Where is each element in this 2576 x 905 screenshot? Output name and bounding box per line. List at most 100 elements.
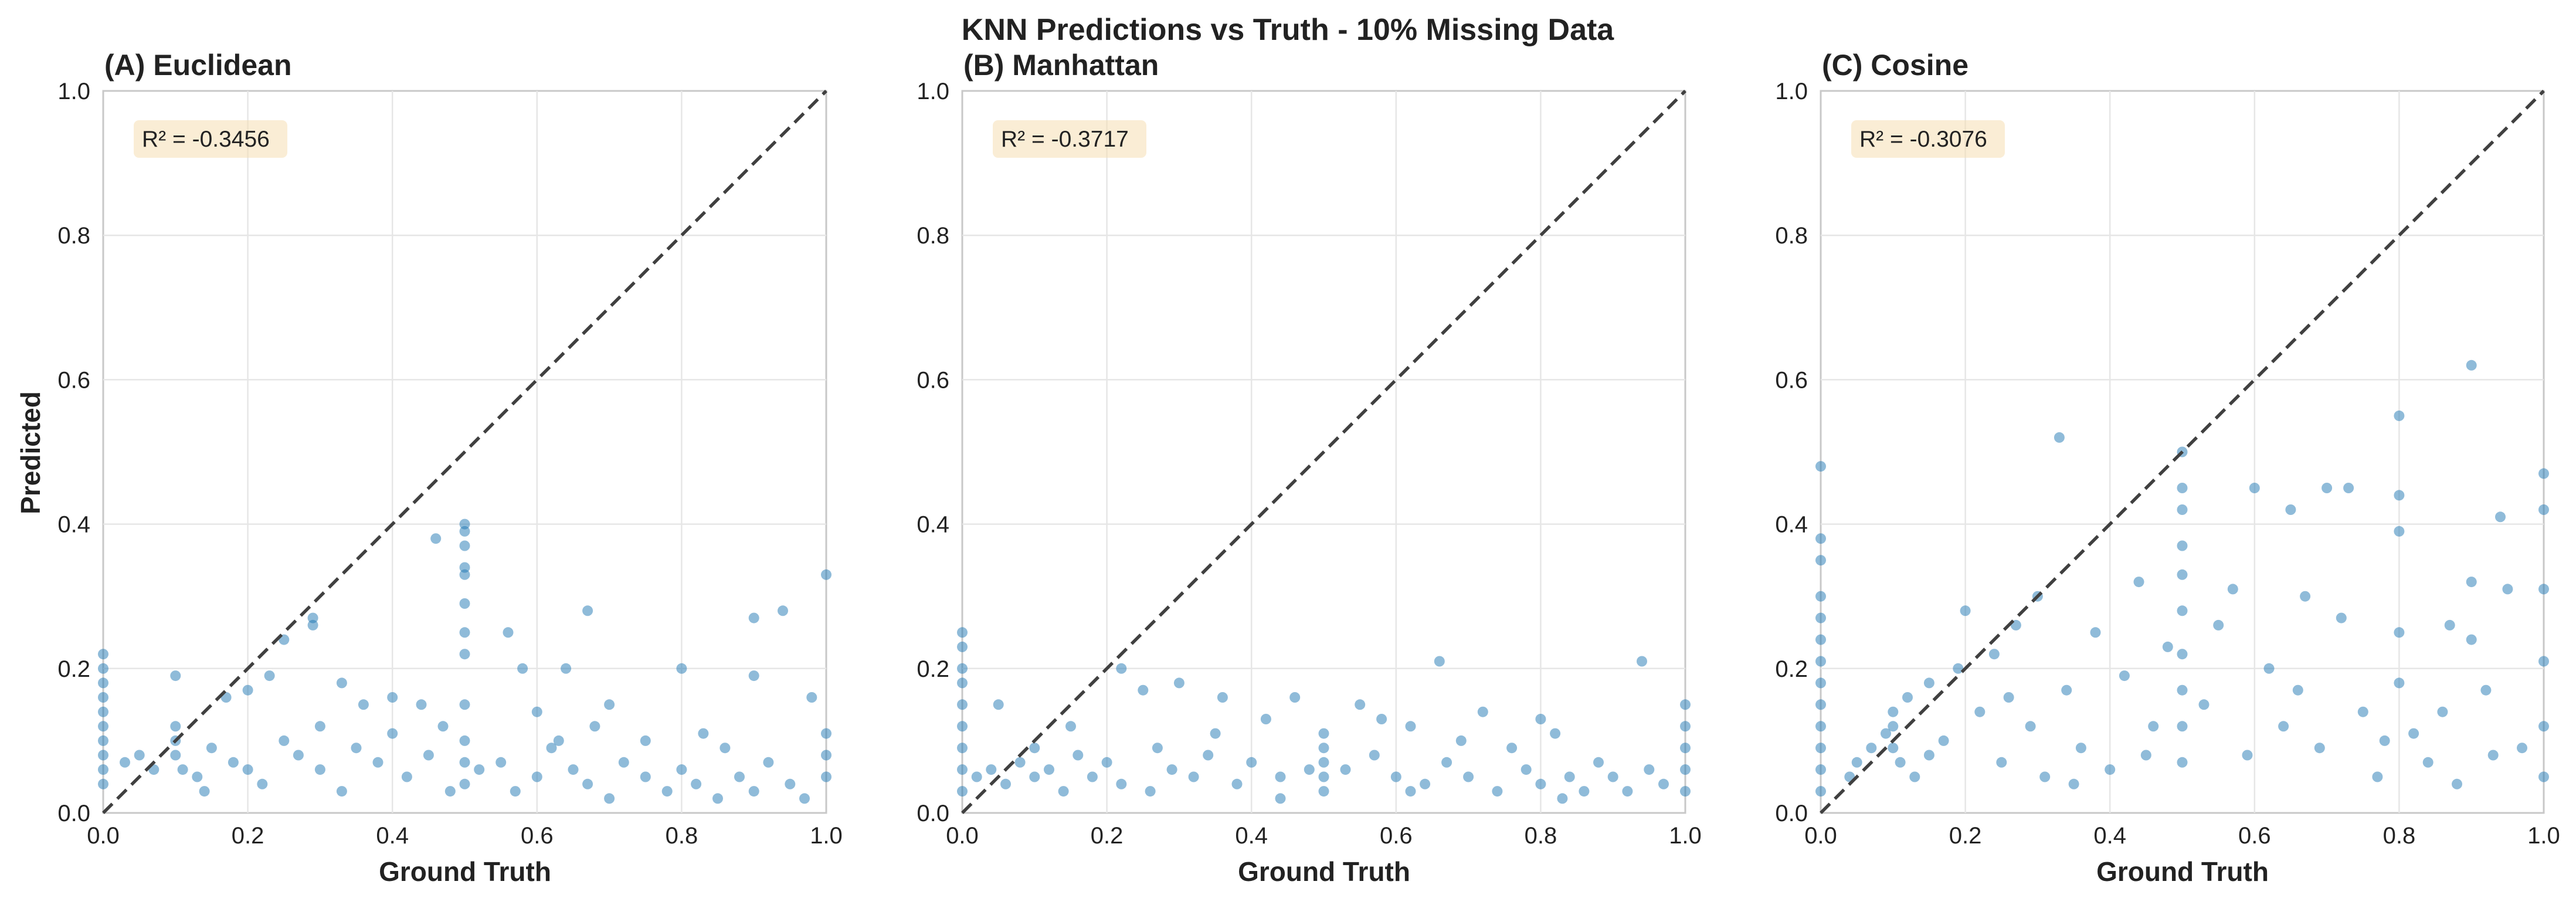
scatter-point [257, 778, 268, 789]
y-tick-label: 0.8 [917, 223, 949, 249]
y-tick-label: 0.0 [917, 801, 949, 826]
scatter-point [1463, 771, 1474, 782]
identity-line [961, 90, 1686, 814]
scatter-point [2119, 670, 2130, 682]
scatter-point [2538, 771, 2549, 782]
plot-frame [1820, 90, 2545, 814]
scatter-point [1888, 743, 1899, 754]
scatter-point [98, 692, 108, 703]
y-tick-label: 1.0 [1775, 79, 1808, 104]
scatter-point [1420, 778, 1431, 789]
scatter-point [474, 764, 485, 775]
plot-frame [961, 90, 1686, 814]
panel-title: (A) Euclidean [104, 49, 291, 82]
x-tick-label: 0.0 [87, 823, 120, 849]
scatter-point [120, 757, 130, 768]
scatter-point [1058, 786, 1069, 797]
scatter-point [98, 677, 108, 689]
scatter-point [1318, 743, 1329, 754]
scatter-point [2177, 504, 2188, 515]
scatter-point [1815, 591, 1826, 602]
scatter-point [2061, 684, 2072, 696]
scatter-point [1116, 663, 1127, 674]
scatter-point [1318, 757, 1329, 768]
scatter-point [459, 569, 470, 580]
scatter-point [1210, 728, 1221, 739]
grid-lines [962, 91, 1685, 813]
scatter-point [2394, 526, 2405, 537]
scatter-point [242, 764, 253, 775]
scatter-point [459, 735, 470, 746]
x-tick-label: 0.2 [1091, 823, 1124, 849]
scatter-point [459, 526, 470, 537]
scatter-point [957, 641, 968, 652]
scatter-point [1535, 778, 1546, 789]
x-tick-label: 1.0 [2527, 823, 2560, 849]
scatter-point [1073, 750, 1084, 761]
scatter-point [2452, 778, 2462, 789]
scatter-point [785, 778, 796, 789]
scatter-point [1188, 771, 1199, 782]
scatter-point [2300, 591, 2311, 602]
y-tick-label: 0.2 [57, 656, 90, 682]
scatter-point [1938, 735, 1949, 746]
scatter-point [1815, 764, 1826, 775]
scatter-point [821, 569, 831, 580]
scatter-point [459, 627, 470, 638]
scatter-point [1680, 786, 1691, 797]
scatter-point [2162, 641, 2173, 652]
y-tick-label: 0.4 [1775, 512, 1808, 538]
scatter-point [1996, 757, 2007, 768]
scatter-point [459, 757, 470, 768]
scatter-point [1318, 786, 1329, 797]
scatter-point [2177, 721, 2188, 732]
tick-labels: 0.00.0 0.2 0.2 0.4 0.4 0.6 0.6 0.8 0.8 1.0 1.0 [57, 79, 842, 849]
scatter-point [2025, 721, 2036, 732]
scatter-point [2466, 577, 2477, 588]
panel-title: (C) Cosine [1822, 49, 1969, 82]
scatter-point [1101, 757, 1112, 768]
scatter-point [2444, 619, 2455, 631]
scatter-point [2068, 778, 2079, 789]
scatter-point [1680, 743, 1691, 754]
y-tick-label: 0.4 [917, 512, 949, 538]
scatter-point [2495, 511, 2506, 523]
scatter-point [821, 750, 831, 761]
scatter-point [2177, 569, 2188, 580]
scatter-point [640, 771, 651, 782]
scatter-point [821, 771, 831, 782]
x-tick-label: 0.4 [2093, 823, 2126, 849]
scatter-point [423, 750, 434, 761]
r2-annotation: R² = -0.3456 [134, 120, 287, 158]
scatter-point [170, 670, 181, 682]
y-tick-label: 1.0 [57, 79, 90, 104]
y-tick-label: 0.0 [1775, 801, 1808, 826]
scatter-point [698, 728, 709, 739]
scatter-point [1815, 786, 1826, 797]
scatter-point [459, 540, 470, 551]
scatter-point [2177, 757, 2188, 768]
scatter-point [2538, 721, 2549, 732]
scatter-point [1246, 757, 1257, 768]
scatter-point [336, 677, 347, 689]
scatter-point [2372, 771, 2383, 782]
scatter-point [993, 699, 1004, 710]
scatter-point [957, 721, 968, 732]
scatter-point [546, 743, 557, 754]
scatter-point [582, 605, 593, 616]
scatter-point [2242, 750, 2253, 761]
r2-box [134, 120, 287, 158]
x-tick-label: 0.8 [2383, 823, 2416, 849]
scatter-point [2538, 468, 2549, 479]
scatter-point [459, 778, 470, 789]
x-tick-label: 1.0 [1669, 823, 1702, 849]
scatter-point [582, 778, 593, 789]
scatter-point [712, 793, 723, 804]
scatter-point [1593, 757, 1604, 768]
tick-labels: 0.00.0 0.2 0.2 0.4 0.4 0.6 0.6 0.8 0.8 1.0 1.0 [917, 79, 1701, 849]
scatter-point [821, 728, 831, 739]
panel-cosine: (C) Cosine R² = -0.3076 0.00.00.20.20.40… [1775, 49, 2560, 887]
scatter-point [2227, 584, 2238, 595]
scatter-point [2357, 706, 2368, 717]
scatter-point [1579, 786, 1590, 797]
